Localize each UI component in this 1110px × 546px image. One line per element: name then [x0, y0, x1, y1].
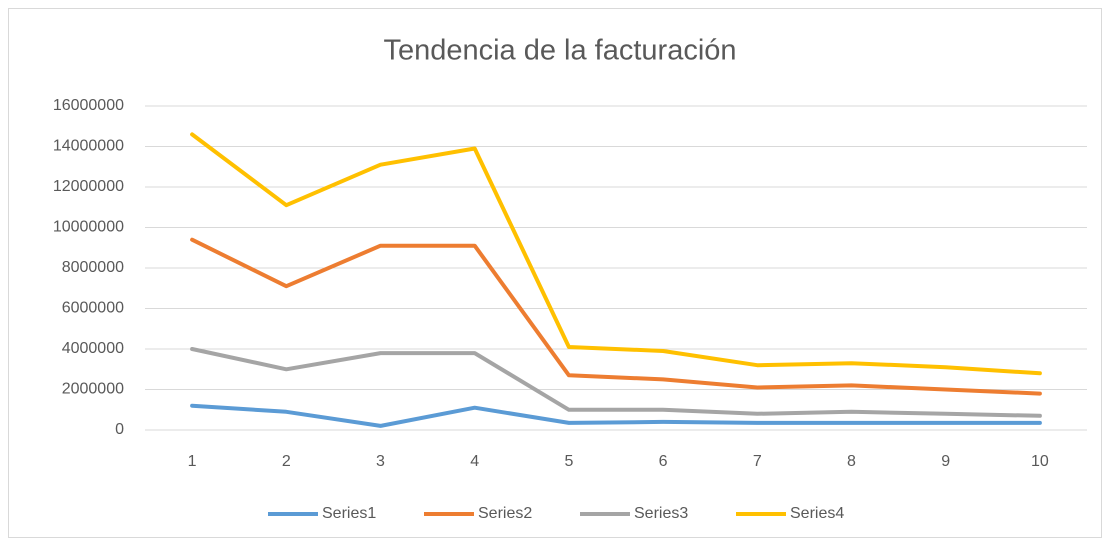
- y-tick-label: 8000000: [62, 259, 124, 276]
- chart-title: Tendencia de la facturación: [383, 35, 736, 67]
- x-tick-label: 6: [659, 453, 668, 470]
- chart-border: [8, 8, 1102, 538]
- x-tick-label: 2: [282, 453, 291, 470]
- series-line: [190, 132, 1042, 376]
- x-tick-label: 1: [188, 453, 197, 470]
- y-tick-label: 12000000: [53, 178, 124, 195]
- x-tick-label: 9: [941, 453, 950, 470]
- x-tick-label: 4: [470, 453, 479, 470]
- legend-label: Series3: [634, 505, 688, 522]
- legend-label: Series1: [322, 505, 376, 522]
- y-tick-label: 6000000: [62, 300, 124, 317]
- y-tick-label: 14000000: [53, 138, 124, 155]
- series-line: [190, 237, 1042, 396]
- y-tick-label: 16000000: [53, 97, 124, 114]
- x-tick-label: 5: [564, 453, 573, 470]
- y-tick-label: 10000000: [53, 219, 124, 236]
- series-line: [190, 347, 1042, 418]
- y-tick-label: 0: [115, 421, 124, 438]
- legend-label: Series4: [790, 505, 844, 522]
- x-tick-label: 10: [1031, 453, 1049, 470]
- y-tick-label: 2000000: [62, 381, 124, 398]
- y-tick-label: 4000000: [62, 340, 124, 357]
- x-tick-label: 8: [847, 453, 856, 470]
- x-tick-label: 3: [376, 453, 385, 470]
- legend-label: Series2: [478, 505, 532, 522]
- series-line: [190, 403, 1042, 428]
- x-tick-label: 7: [753, 453, 762, 470]
